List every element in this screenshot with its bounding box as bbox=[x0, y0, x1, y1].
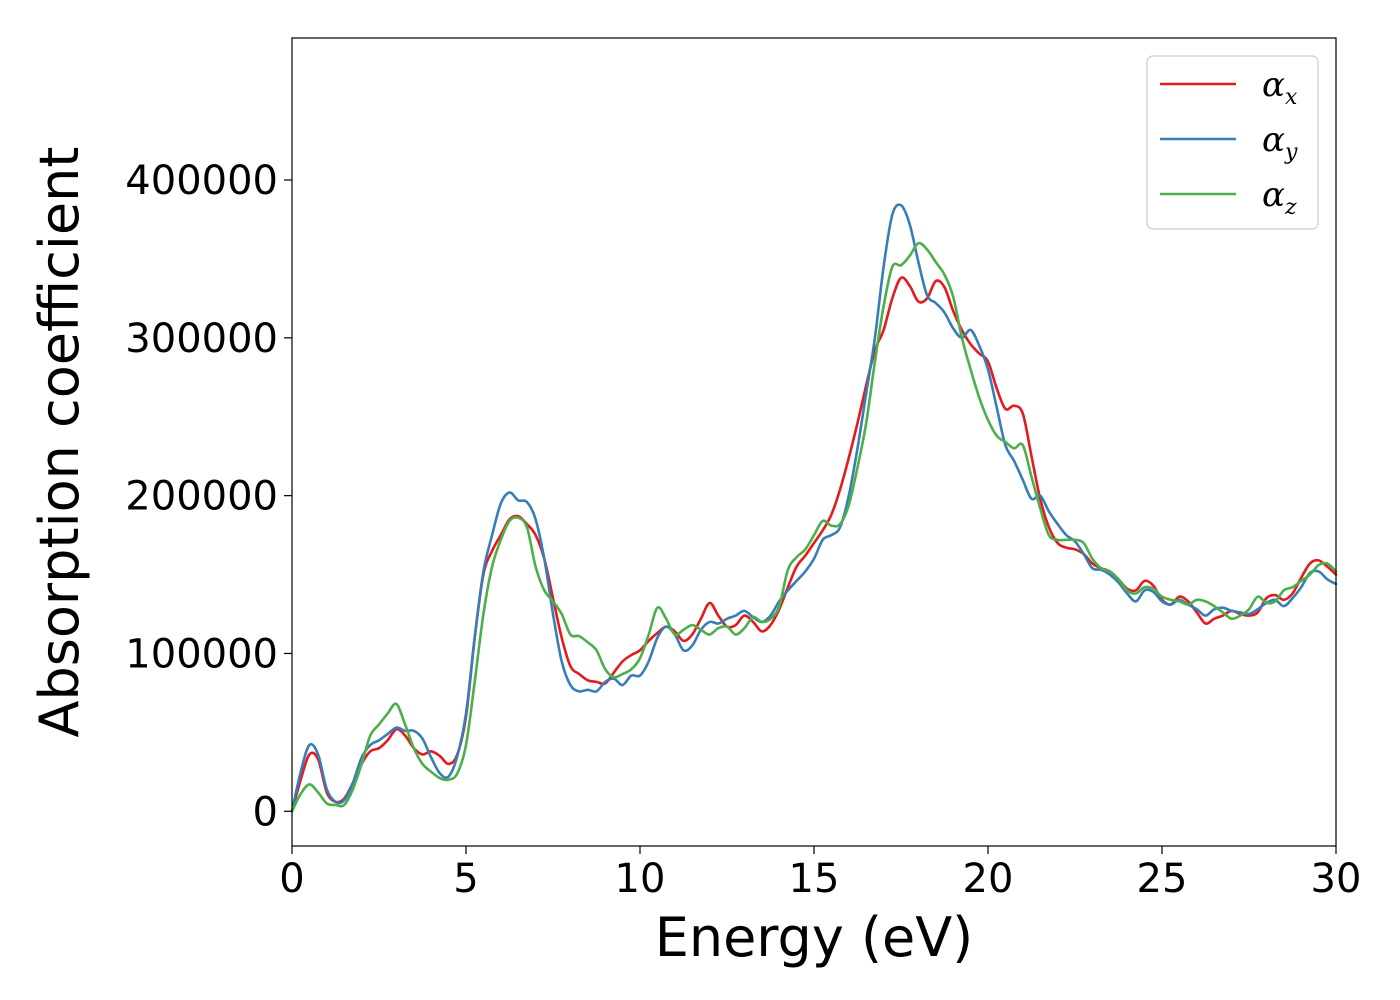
x-tick-label: 25 bbox=[1137, 856, 1188, 902]
x-tick-label: 0 bbox=[279, 856, 304, 902]
y-axis: 0 100000 200000 300000 400000 bbox=[125, 158, 292, 835]
series-layer bbox=[290, 203, 1338, 813]
x-tick-label: 15 bbox=[789, 856, 840, 902]
legend-label-x: αx bbox=[1262, 65, 1298, 110]
plot-frame bbox=[291, 37, 1337, 847]
y-tick-label: 400000 bbox=[125, 158, 278, 204]
series-line-z bbox=[290, 241, 1338, 813]
y-tick-label: 200000 bbox=[125, 474, 278, 520]
legend-label-z: αz bbox=[1262, 175, 1297, 220]
x-axis-title: Energy (eV) bbox=[655, 906, 974, 969]
x-tick-label: 5 bbox=[453, 856, 478, 902]
series-line-y bbox=[290, 203, 1338, 813]
legend-box bbox=[1146, 55, 1319, 230]
legend: αx αy αz bbox=[1146, 55, 1319, 230]
x-tick-label: 20 bbox=[963, 856, 1014, 902]
legend-label-y: αy bbox=[1262, 120, 1298, 165]
x-tick-label: 10 bbox=[615, 856, 666, 902]
y-tick-label: 300000 bbox=[125, 316, 278, 362]
y-tick-label: 0 bbox=[253, 789, 278, 835]
x-axis: 0 5 10 15 20 25 30 bbox=[279, 846, 1361, 902]
y-axis-title: Absorption coefficient bbox=[28, 147, 91, 738]
x-tick-label: 30 bbox=[1311, 856, 1362, 902]
y-tick-label: 100000 bbox=[125, 631, 278, 677]
